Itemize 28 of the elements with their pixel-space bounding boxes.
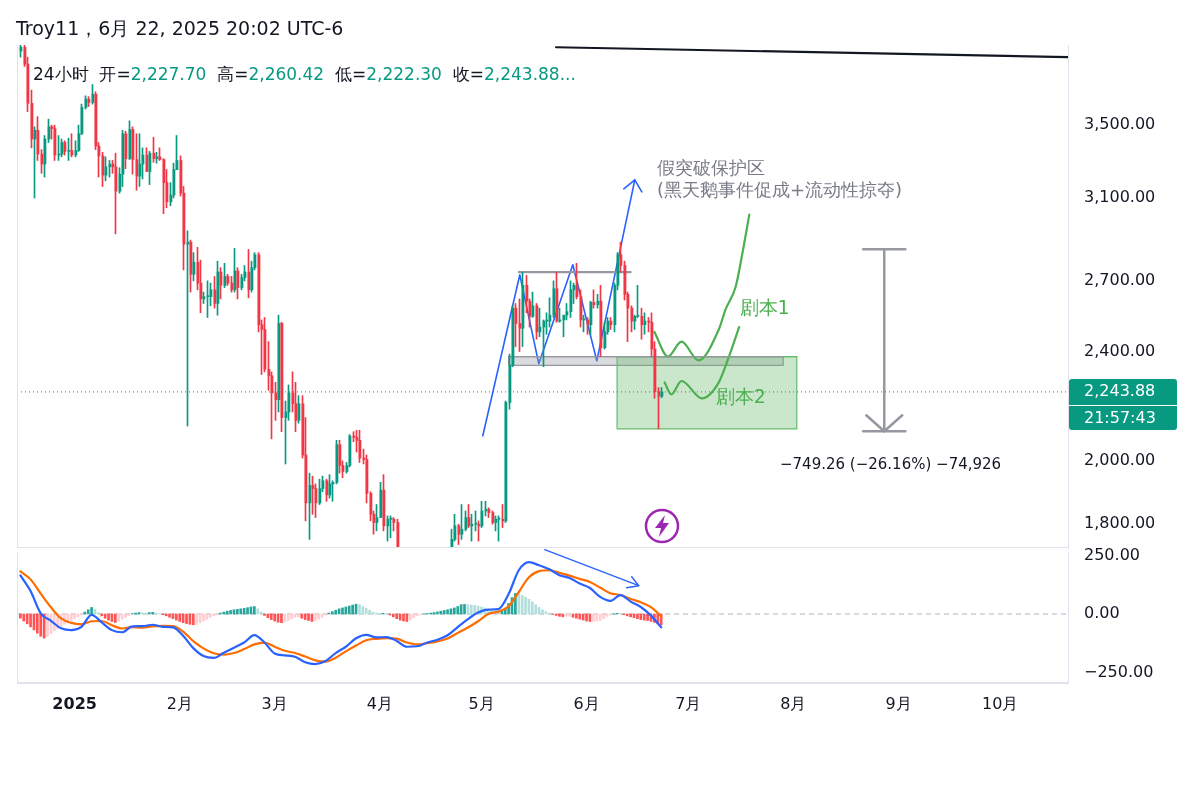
x-tick-label: 10月 [982,693,1019,713]
y-tick-label: 3,100.00 [1084,187,1156,207]
y-tick-label: 250.00 [1084,544,1140,564]
annotation: (黑天鹅事件促成+流动性掠夺) [657,178,903,202]
ref-line-label: 2,243.88 [1084,381,1156,401]
x-tick-label: 5月 [468,693,495,713]
y-tick-label: 2,400.00 [1084,340,1156,360]
text: 24小时 开=2,227.70 高=2,260.42 低=2,222.30 收=2,243.88... [33,64,576,84]
annotation: −749.26 (−26.16%) −74,926 [780,455,1002,473]
x-tick-label: 3月 [261,693,288,713]
x-tick-label: 4月 [366,693,393,713]
x-tick-label: 2月 [166,693,193,713]
annotation: 假突破保护区 [657,156,765,180]
text: 21:57:43 [1069,406,1177,430]
x-tick-label: 7月 [675,693,702,713]
annotation: 剧本2 [715,385,766,408]
chart-title: Troy11，6月 22, 2025 20:02 UTC-6 [16,16,344,41]
x-tick-label: 8月 [780,693,807,713]
y-tick-label: 3,500.00 [1084,114,1156,134]
y-tick-label: 2,700.00 [1084,270,1156,290]
y-tick-label: 0.00 [1084,603,1120,623]
x-tick-label: 6月 [573,693,600,713]
x-tick-label: 2025 [52,693,97,713]
x-tick-label: 9月 [885,693,912,713]
y-tick-label: −250.00 [1084,661,1154,681]
y-tick-label: 2,000.00 [1084,450,1156,470]
y-tick-label: 1,800.00 [1084,513,1156,533]
annotation: 剧本1 [739,296,790,319]
